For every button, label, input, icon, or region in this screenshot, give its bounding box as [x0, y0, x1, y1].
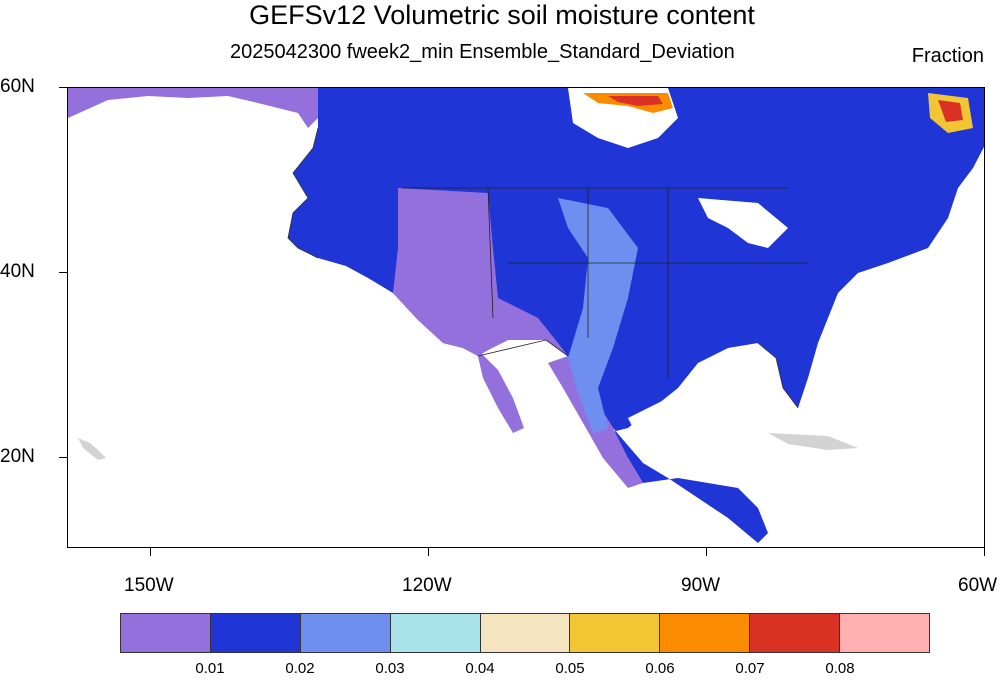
lon-label-60w: 60W: [958, 575, 998, 596]
map-panel: [67, 87, 985, 548]
lat-label-40n: 40N: [0, 261, 35, 282]
colorbar-swatch: [390, 614, 481, 652]
colorbar-label: 0.05: [555, 660, 585, 677]
colorbar-label: 0.02: [285, 660, 315, 677]
lat-label-60n: 60N: [0, 76, 35, 97]
colorbar-label: 0.06: [645, 660, 675, 677]
tick-90w: [706, 548, 707, 556]
baja-california: [476, 348, 524, 433]
lat-label-20n: 20N: [0, 446, 35, 467]
colorbar: [120, 613, 930, 653]
hotspot-labrador-core: [938, 100, 963, 122]
great-lakes: [698, 198, 788, 248]
colorbar-swatch: [840, 614, 930, 652]
tick-150w: [150, 548, 151, 556]
colorbar-swatch: [660, 614, 751, 652]
lon-label-150w: 150W: [124, 575, 174, 596]
lon-label-120w: 120W: [402, 575, 452, 596]
alaska-region: [68, 88, 323, 128]
colorbar-swatch: [300, 614, 391, 652]
units-label: Fraction: [911, 45, 984, 67]
map-subtitle: 2025042300 fweek2_min Ensemble_Standard_…: [230, 41, 735, 63]
map-title: GEFSv12 Volumetric soil moisture content: [249, 0, 755, 30]
caribbean-islands: [768, 433, 858, 450]
colorbar-swatch: [480, 614, 571, 652]
colorbar-swatch: [121, 614, 211, 652]
colorbar-swatch: [210, 614, 301, 652]
colorbar-swatch: [570, 614, 661, 652]
tick-40n: [59, 272, 67, 273]
colorbar-label: 0.03: [375, 660, 405, 677]
colorbar-label: 0.07: [735, 660, 765, 677]
tick-20n: [59, 457, 67, 458]
colorbar-label: 0.04: [465, 660, 495, 677]
lon-label-90w: 90W: [681, 575, 721, 596]
colorbar-label: 0.08: [825, 660, 855, 677]
gulf-of-mexico: [628, 388, 776, 453]
coastlines: [287, 127, 799, 409]
colorbar-label: 0.01: [195, 660, 225, 677]
tick-120w: [428, 548, 429, 556]
hawaii-islands: [78, 438, 106, 460]
great-plains-band: [558, 198, 638, 433]
colorbar-swatch: [750, 614, 841, 652]
political-borders: [403, 187, 808, 378]
hotspot-hudson-core: [608, 96, 663, 106]
soil-moisture-map: [68, 88, 984, 543]
tick-60w: [984, 548, 985, 556]
tick-60n: [59, 87, 67, 88]
western-us-region: [393, 188, 568, 356]
